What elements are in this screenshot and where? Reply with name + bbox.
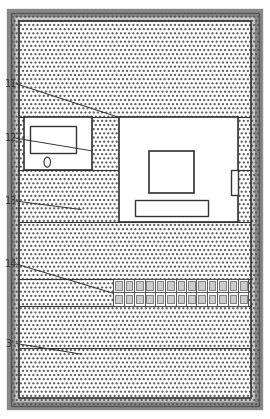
Bar [219,295,226,303]
Bar [155,279,165,292]
Bar [219,281,226,290]
Bar [136,281,143,290]
Bar [207,279,217,292]
Bar [217,279,228,292]
Bar [178,295,184,303]
Bar [186,279,197,292]
Bar [165,279,176,292]
Bar [178,281,184,290]
Bar [207,292,217,306]
Bar [124,279,134,292]
Bar [167,281,174,290]
Bar [124,292,134,306]
Bar [19,21,251,398]
Bar [209,295,215,303]
Bar [134,292,144,306]
Bar [126,295,132,303]
Bar [24,117,92,170]
Bar [148,151,194,193]
Bar [136,295,143,303]
Bar [176,292,186,306]
Bar [146,281,153,290]
Bar [30,126,76,153]
Bar [209,281,215,290]
Bar [230,281,236,290]
Bar [115,281,122,290]
Bar [176,279,186,292]
Bar [238,292,248,306]
Bar [197,292,207,306]
Bar [157,281,163,290]
Bar [119,117,238,222]
Bar [186,292,197,306]
Bar [228,279,238,292]
Bar [146,295,153,303]
Bar [238,279,248,292]
Bar [230,295,236,303]
Bar [240,295,247,303]
Bar [165,292,176,306]
Text: 14: 14 [5,259,18,269]
Bar [167,295,174,303]
Bar [115,295,122,303]
Bar [198,281,205,290]
Bar [134,279,144,292]
Bar [144,292,155,306]
Bar [126,281,132,290]
Bar [135,200,208,216]
Bar [113,279,124,292]
Bar [198,295,205,303]
Bar [113,279,248,306]
Bar [113,292,124,306]
Bar [188,295,195,303]
Bar [155,292,165,306]
Bar [144,279,155,292]
Bar [240,281,247,290]
Text: 3: 3 [5,339,12,349]
Bar [217,292,228,306]
Bar [231,170,238,195]
Bar [19,21,251,398]
Bar [157,295,163,303]
Text: 12: 12 [5,133,18,143]
Text: 13: 13 [5,196,18,206]
Bar [197,279,207,292]
Bar [188,281,195,290]
Bar [228,292,238,306]
Text: 11: 11 [5,79,18,89]
